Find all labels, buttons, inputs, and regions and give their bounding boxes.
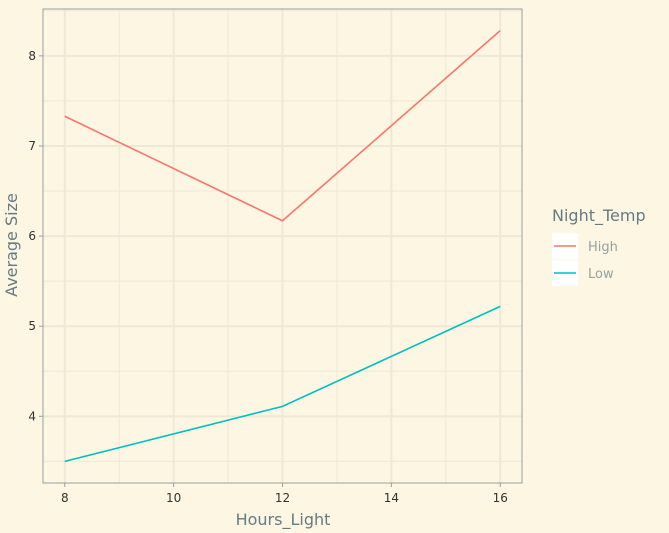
series-line-high: [64, 30, 501, 222]
x-tick-label: 14: [384, 491, 399, 505]
grid-major: [43, 9, 522, 483]
x-tick-label: 12: [275, 491, 290, 505]
series-line-low: [64, 305, 501, 463]
x-tick-label: 8: [61, 491, 69, 505]
x-axis-title: Hours_Light: [236, 510, 331, 530]
legend: Night_Temp High Low: [552, 206, 646, 286]
y-tick-label: 5: [28, 319, 36, 333]
x-tick-label: 10: [166, 491, 181, 505]
legend-label-high: High: [588, 240, 618, 255]
legend-label-low: Low: [588, 267, 614, 282]
x-tick-label: 16: [493, 491, 508, 505]
y-tick-label: 7: [28, 139, 36, 153]
x-axis-ticks: 8 10 12 14 16: [61, 483, 508, 505]
legend-items: High Low: [552, 233, 618, 286]
series-lines: [64, 30, 501, 463]
y-tick-label: 8: [28, 49, 36, 63]
y-tick-label: 4: [28, 409, 36, 423]
y-axis-ticks: 4 5 6 7 8: [28, 49, 43, 423]
y-axis-title: Average Size: [2, 193, 21, 297]
legend-title: Night_Temp: [552, 206, 646, 226]
y-tick-label: 6: [28, 229, 36, 243]
